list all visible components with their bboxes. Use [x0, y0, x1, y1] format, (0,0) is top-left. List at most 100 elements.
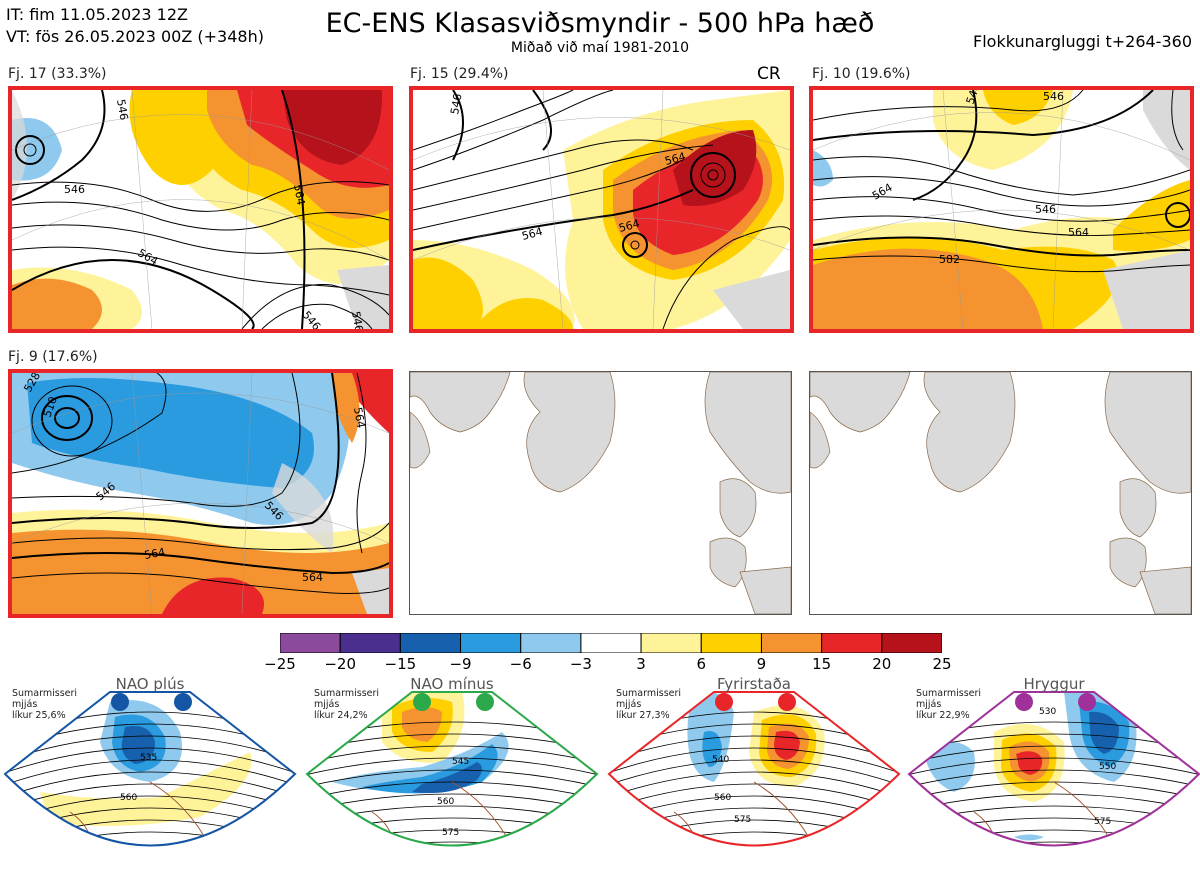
cluster-3-contour-label: 546 [1035, 203, 1056, 216]
regime-anomaly-shading [924, 742, 975, 792]
cluster-2-regime: CR [757, 64, 781, 84]
cluster-4-contour-label: 564 [302, 571, 323, 584]
colorbar-tick-label: −9 [449, 655, 472, 673]
regime-map: 535 560 [3, 691, 297, 847]
regime-info: Sumarmisseri mjjás líkur 24,2% [314, 688, 379, 721]
regime-title: Hryggur [1023, 675, 1085, 693]
regime-marker-dot [174, 693, 192, 711]
cluster-4-contour-label: 564 [143, 546, 166, 562]
colorbar-tick-label: 20 [872, 655, 892, 673]
colorbar-swatch [700, 632, 762, 654]
cluster-2-contour-label: 564 [663, 150, 687, 168]
regime-contour-label: 575 [1094, 817, 1111, 827]
regime-marker-dot [1015, 693, 1033, 711]
regime-panel: 545 560 575 NAO mínus Sumarmisseri mjjás líkur… [302, 672, 602, 871]
regime-marker-dot [111, 693, 129, 711]
colorbar-swatch [821, 632, 883, 654]
regime-info: Sumarmisseri mjjás líkur 25,6% [12, 688, 77, 721]
regime-contour-label: 560 [714, 793, 731, 803]
regime-title: NAO mínus [410, 675, 494, 693]
colorbar-tick-label: 15 [812, 655, 832, 673]
cluster-2-contour-label: 564 [617, 217, 641, 235]
colorbar-swatch [580, 632, 642, 654]
regime-anomaly-shading [121, 726, 155, 764]
regime-contour-label: 560 [120, 793, 137, 803]
regime-contour-label: 575 [734, 815, 751, 825]
cluster-4-label: Fj. 9 (17.6%) [8, 349, 98, 365]
cluster-3-contour-label: 582 [939, 253, 960, 266]
cluster-2-label: Fj. 15 (29.4%) [410, 66, 509, 82]
cluster-4-contour-label: 564 [351, 406, 367, 429]
regime-info-line: mjjás [916, 699, 942, 710]
chart-subtitle: Miðað við maí 1981-2010 [510, 40, 690, 56]
cluster-window: Flokkunargluggi t+264-360 [973, 32, 1192, 51]
regime-contour-label: 545 [452, 757, 469, 767]
cluster-map-2: 546 564 564 564 [409, 86, 794, 333]
colorbar-tick-label: −6 [509, 655, 532, 673]
valid-time: VT: fös 26.05.2023 00Z (+348h) [6, 27, 264, 46]
colorbar-swatch [640, 632, 702, 654]
regime-anomaly-shading [40, 752, 252, 826]
regime-contour-label: 550 [1099, 762, 1116, 772]
regime-contour-label: 560 [437, 797, 454, 807]
regime-info-line: mjjás [314, 699, 340, 710]
regime-panel: 530 550 575 Hryggur Sumarmisseri mjjás líkur 2… [904, 672, 1200, 871]
regime-contour-label: 535 [140, 753, 157, 763]
regime-title: Fyrirstaða [717, 675, 791, 693]
colorbar-swatch [760, 632, 823, 654]
cluster-1-label: Fj. 17 (33.3%) [8, 66, 107, 82]
init-time: IT: fim 11.05.2023 12Z [6, 5, 188, 24]
regime-marker-dot [476, 693, 494, 711]
cluster-3-contour-label: 546 [1043, 90, 1064, 103]
regime-info-line: Sumarmisseri [314, 688, 380, 699]
colorbar-tick-label: −25 [264, 655, 296, 673]
cluster-2-contour-label: 564 [520, 225, 544, 243]
regime-anomaly-shading [1014, 834, 1044, 841]
regime-info-line: líkur 24,2% [314, 710, 368, 721]
regime-info-line: Sumarmisseri [916, 688, 982, 699]
regime-info-line: líkur 25,6% [12, 710, 66, 721]
cluster-3-label: Fj. 10 (19.6%) [812, 66, 911, 82]
regime-contour-label: 540 [712, 755, 729, 765]
cluster-map-3: 546 546 546 564 564 582 [809, 86, 1194, 333]
empty-map-panel [409, 371, 792, 615]
colorbar-swatch [279, 632, 341, 654]
regime-marker-dot [778, 693, 796, 711]
cluster-1-contour-label: 546 [64, 183, 85, 196]
regime-info: Sumarmisseri mjjás líkur 27,3% [616, 688, 681, 721]
regime-map: 540 560 575 [607, 691, 901, 847]
regime-anomaly-shading [1089, 711, 1119, 754]
header-times: IT: fim 11.05.2023 12Z VT: fös 26.05.202… [6, 4, 264, 48]
colorbar-swatch [881, 632, 943, 654]
empty-map-panel [809, 371, 1192, 615]
regime-title: NAO plús [115, 675, 185, 693]
regime-map: 545 560 575 [305, 691, 599, 847]
regime-anomaly-shading [1016, 751, 1043, 775]
colorbar-swatch [520, 632, 582, 654]
regime-marker-dot [1078, 693, 1096, 711]
cluster-map-4: 528 510 546 546 564 564 564 [8, 369, 393, 618]
cluster-1-contour-label: 564 [291, 183, 307, 206]
cluster-map-1: 546 564 564 546 546 546 [8, 86, 393, 333]
regime-info-line: Sumarmisseri [12, 688, 78, 699]
cluster-2-contour-label: 546 [448, 93, 464, 116]
regime-anomaly-shading [702, 731, 722, 767]
regime-info-line: mjjás [12, 699, 38, 710]
regime-map: 530 550 575 [907, 691, 1200, 847]
cluster-3-contour-label: 564 [1068, 226, 1089, 239]
regime-marker-dot [413, 693, 431, 711]
regime-info-line: líkur 27,3% [616, 710, 670, 721]
colorbar-tick-label: −15 [384, 655, 417, 673]
chart-title: EC-ENS Klasasviðsmyndir - 500 hPa hæð [325, 8, 875, 39]
colorbar-swatch [339, 632, 401, 654]
regime-info-line: mjjás [616, 699, 642, 710]
regime-panel: 540 560 575 Fyrirstaða Sumarmisseri mjjás líku… [604, 672, 904, 871]
regime-marker-dot [715, 693, 733, 711]
colorbar-tick-label: 3 [636, 655, 646, 673]
colorbar-swatch [399, 632, 462, 654]
colorbar-tick-label: −3 [569, 655, 592, 673]
colorbar [279, 632, 943, 654]
colorbar-tick-label: 25 [932, 655, 952, 673]
colorbar-swatch [460, 632, 522, 654]
regime-info-line: Sumarmisseri [616, 688, 682, 699]
